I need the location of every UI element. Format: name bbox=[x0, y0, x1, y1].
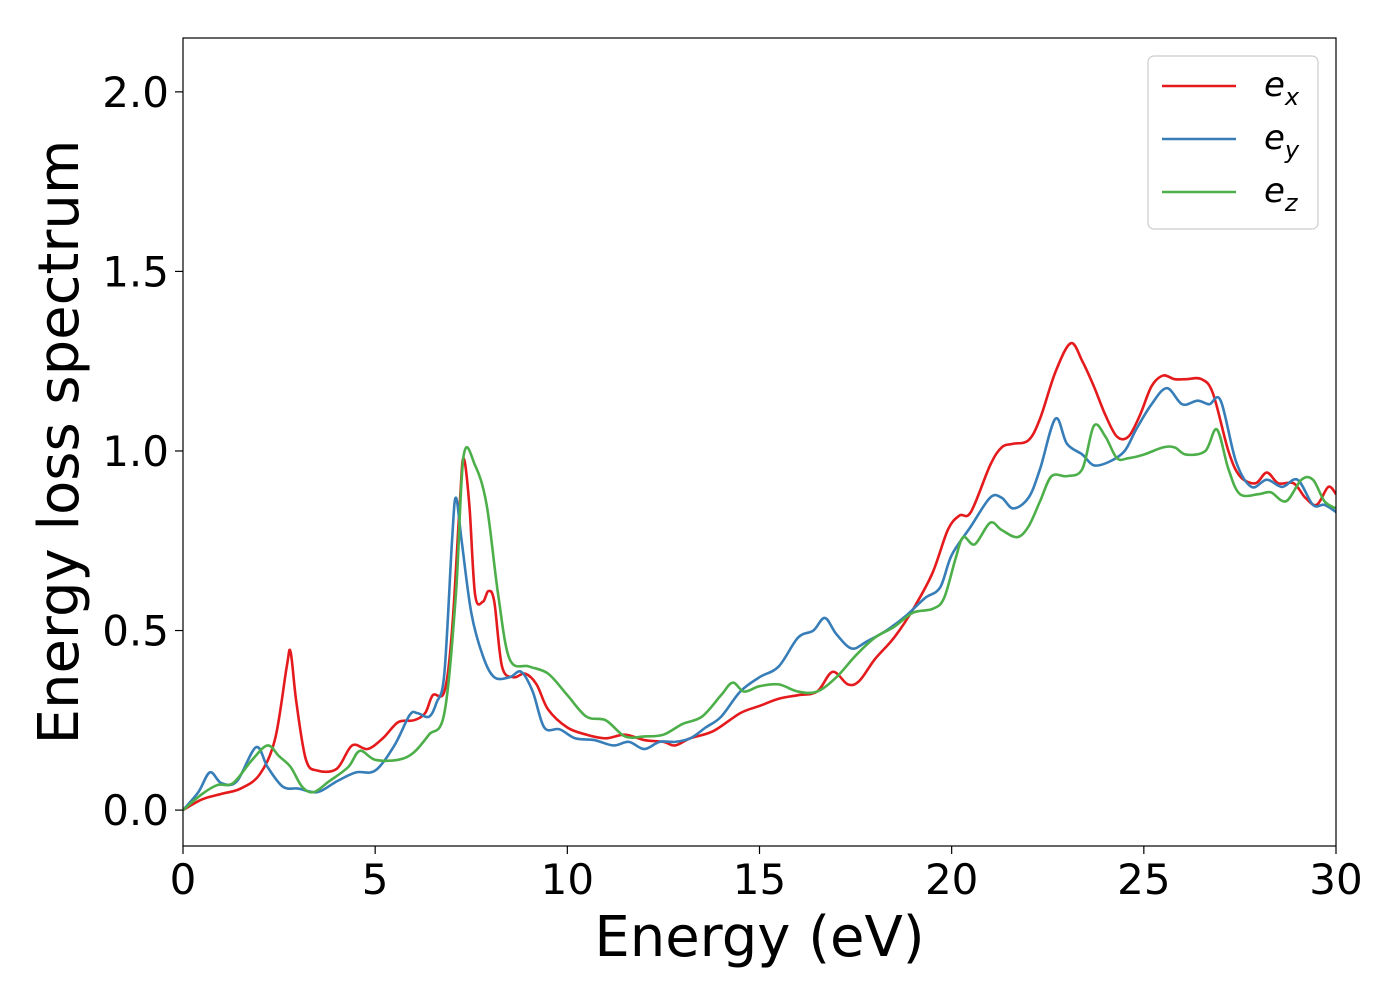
legend-label-x: ex bbox=[1264, 65, 1300, 111]
series-line-x bbox=[183, 341, 1336, 812]
x-tick-label: 25 bbox=[1117, 855, 1170, 904]
y-tick-label: 2.0 bbox=[102, 68, 169, 117]
y-axis-label: Energy loss spectrum bbox=[27, 140, 92, 745]
x-tick-label: 0 bbox=[170, 855, 197, 904]
series-line-y bbox=[183, 386, 1336, 811]
x-tick-label: 5 bbox=[362, 855, 389, 904]
legend-box bbox=[1147, 55, 1319, 230]
x-axis-label: Energy (eV) bbox=[594, 905, 924, 970]
series-line-z bbox=[183, 423, 1336, 812]
legend: ex ey ez bbox=[1147, 55, 1319, 230]
y-tick-label: 1.5 bbox=[102, 247, 169, 296]
x-tick-label: 30 bbox=[1309, 855, 1362, 904]
x-axis: 0 5 10 15 20 25 30 bbox=[170, 846, 1363, 904]
series-layer bbox=[183, 341, 1336, 812]
x-tick-label: 20 bbox=[925, 855, 978, 904]
x-tick-label: 15 bbox=[733, 855, 786, 904]
legend-label-z: ez bbox=[1264, 171, 1299, 217]
y-tick-label: 0.5 bbox=[102, 607, 169, 656]
y-axis: 0.0 0.5 1.0 1.5 2.0 bbox=[102, 68, 183, 835]
y-tick-label: 1.0 bbox=[102, 427, 169, 476]
y-tick-label: 0.0 bbox=[102, 786, 169, 835]
legend-label-y: ey bbox=[1264, 118, 1300, 164]
x-tick-label: 10 bbox=[541, 855, 594, 904]
